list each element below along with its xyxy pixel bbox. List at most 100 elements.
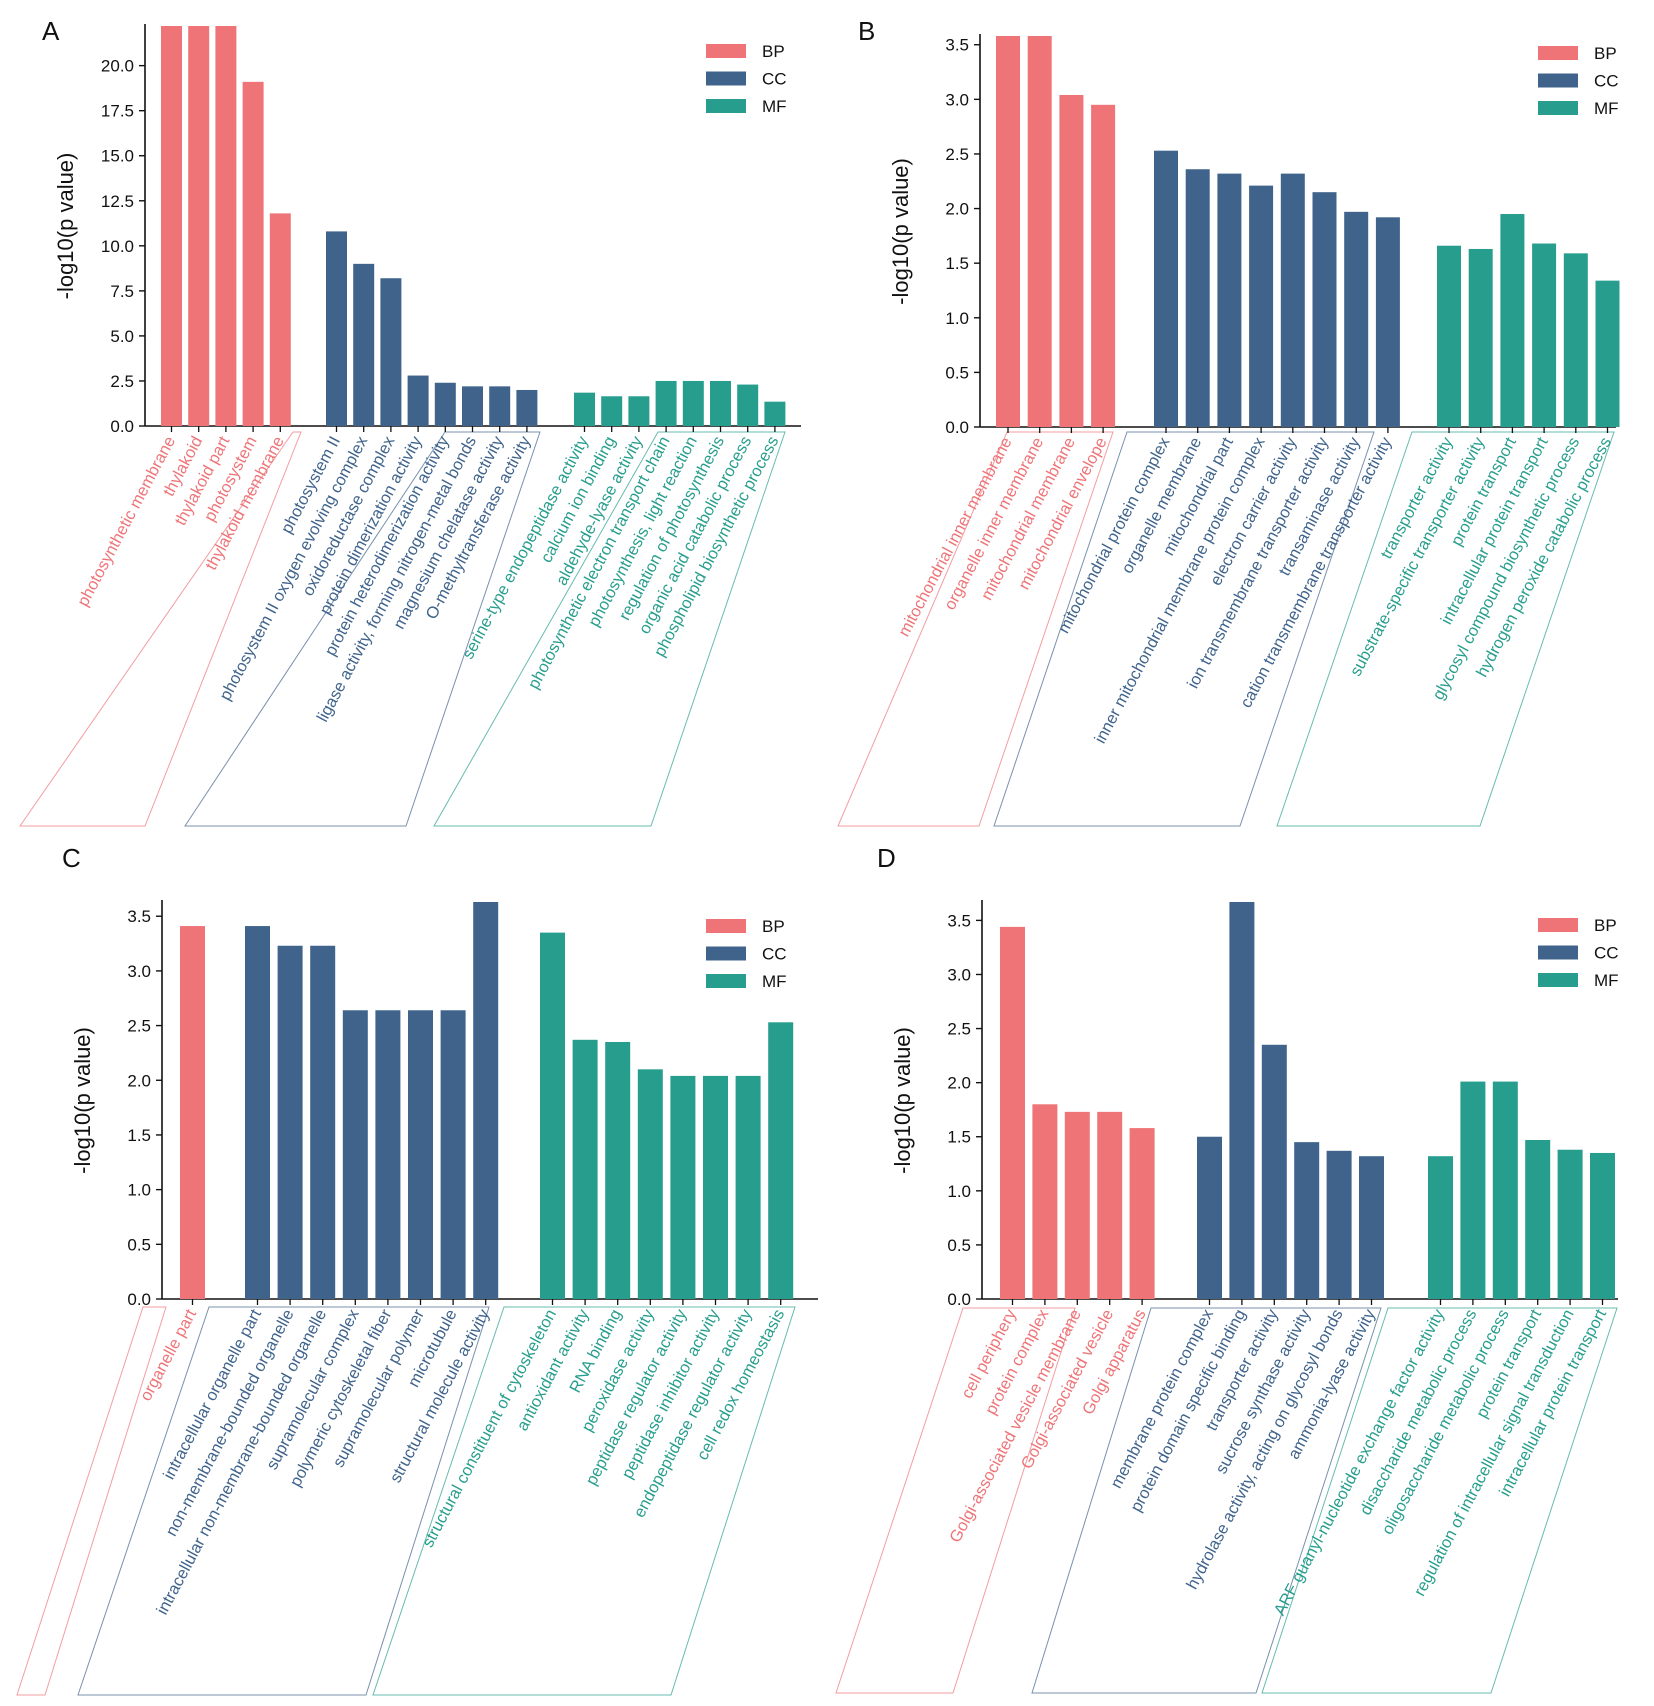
bar-cc [489, 386, 511, 426]
label-box-mf [433, 431, 786, 827]
y-tick-label: 0.0 [947, 1290, 971, 1309]
bar-mf [710, 380, 731, 426]
bar-cc [434, 382, 456, 426]
y-tick-label: 7.5 [110, 282, 134, 301]
bar-bp [1000, 926, 1025, 1299]
bar-mf [574, 392, 595, 426]
y-tick-label: 3.0 [945, 90, 969, 109]
bar-mf [1563, 253, 1588, 427]
bar-cc [277, 945, 303, 1299]
bar-bp [1097, 1111, 1123, 1299]
y-tick-label: 3.5 [945, 36, 969, 55]
bar-mf [1557, 1149, 1583, 1299]
bar-cc [1154, 150, 1178, 427]
bar-cc [380, 278, 402, 426]
bar-cc [1261, 1044, 1287, 1299]
legend-swatch-mf [1538, 101, 1578, 115]
bar-mf [1468, 248, 1493, 427]
bar-bp [1059, 94, 1084, 427]
bar-cc [375, 1010, 401, 1299]
y-tick-label: 17.5 [101, 102, 134, 121]
panel-label: D [877, 843, 896, 873]
legend-label-bp: BP [1594, 44, 1617, 63]
bar-bp [1032, 1104, 1058, 1299]
bar-cc [1185, 169, 1210, 428]
legend-swatch-mf [706, 99, 746, 113]
y-tick-label: 2.5 [945, 145, 969, 164]
bar-cc [245, 926, 270, 1299]
category-label: organelle part [137, 1306, 200, 1404]
y-tick-label: 0.5 [947, 1236, 971, 1255]
bar-cc [407, 375, 429, 426]
y-tick-label: 2.5 [127, 1017, 151, 1036]
y-tick-label: 2.0 [945, 200, 969, 219]
bar-bp [1027, 36, 1052, 427]
legend-label-mf: MF [762, 972, 787, 991]
legend-label-cc: CC [762, 70, 787, 89]
y-tick-label: 3.5 [127, 907, 151, 926]
legend-label-cc: CC [762, 945, 787, 964]
label-box-mf [1261, 1307, 1618, 1694]
bar-mf [1525, 1139, 1551, 1299]
legend-label-cc: CC [1594, 944, 1619, 963]
y-tick-label: 0.5 [127, 1235, 151, 1254]
bar-mf [703, 1075, 728, 1299]
label-box-cc [1031, 1307, 1382, 1694]
panel-a: A 0.0 2.5 5.0 7.5 10.0 12.5 15.0 17.5 20.0 -log10(… [19, 16, 801, 827]
bar-mf [605, 1041, 631, 1299]
bar-cc [342, 1010, 368, 1299]
bar-bp [161, 26, 182, 426]
y-tick-label: 15.0 [101, 147, 134, 166]
bar-cc [1294, 1142, 1320, 1299]
bar-cc [353, 263, 375, 426]
bar-cc [1375, 217, 1400, 427]
legend-swatch-cc [1538, 945, 1578, 960]
bar-bp [269, 213, 291, 426]
panel-label: A [42, 16, 60, 46]
bar-mf [655, 380, 677, 426]
bar-cc [1249, 185, 1274, 427]
bar-cc [516, 389, 538, 426]
bar-cc [1229, 902, 1255, 1299]
y-tick-label: 1.5 [127, 1126, 151, 1145]
bar-cc [1197, 1136, 1222, 1299]
bar-bp [1091, 104, 1116, 428]
bar-bp [1129, 1128, 1155, 1299]
legend-swatch-cc [706, 71, 746, 86]
label-box-cc [77, 1306, 490, 1696]
bar-cc [1217, 173, 1242, 427]
panel-label: B [858, 16, 875, 46]
bar-cc [1344, 211, 1369, 427]
bar-cc [473, 902, 499, 1299]
y-axis-label: -log10(p value) [53, 153, 78, 300]
legend-swatch-bp [1538, 46, 1578, 60]
bar-mf [637, 1069, 663, 1299]
legend-label-mf: MF [1594, 99, 1619, 118]
y-tick-label: 1.0 [947, 1182, 971, 1201]
bar-cc [326, 231, 347, 426]
bar-bp [242, 81, 264, 426]
y-tick-label: 0.5 [945, 363, 969, 382]
bar-mf [628, 396, 650, 426]
legend-label-bp: BP [762, 917, 785, 936]
bar-cc [1326, 1150, 1352, 1299]
panel-label: C [62, 843, 81, 873]
bar-mf [735, 1075, 761, 1299]
bar-mf [737, 384, 759, 426]
y-tick-label: 1.5 [945, 254, 969, 273]
legend-swatch-bp [706, 44, 746, 58]
y-axis-label: -log10(p value) [70, 1027, 95, 1174]
bar-cc [462, 386, 483, 426]
y-tick-label: 3.5 [947, 911, 971, 930]
bar-bp [215, 26, 237, 426]
y-tick-label: 5.0 [110, 327, 134, 346]
label-box-cc [184, 431, 541, 827]
legend-swatch-mf [1538, 973, 1578, 987]
y-tick-label: 0.0 [110, 417, 134, 436]
legend-swatch-cc [706, 946, 746, 961]
bar-mf [1590, 1152, 1615, 1299]
y-tick-label: 12.5 [101, 192, 134, 211]
bar-mf [1595, 280, 1620, 427]
bar-mf [601, 396, 623, 426]
bar-mf [1492, 1081, 1518, 1299]
